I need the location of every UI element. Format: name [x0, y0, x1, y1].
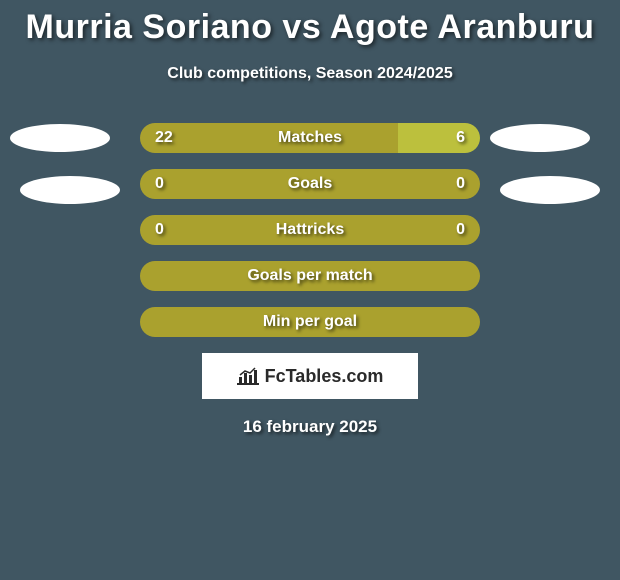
stats-container: Matches226Goals00Hattricks00Goals per ma… [0, 123, 620, 337]
stat-value-right: 0 [456, 215, 465, 245]
stat-value-left: 0 [155, 169, 164, 199]
stat-label: Goals [140, 169, 480, 199]
stat-bar: Goals per match [140, 261, 480, 291]
decorative-ellipse [500, 176, 600, 204]
stat-value-left: 0 [155, 215, 164, 245]
stat-bar: Goals [140, 169, 480, 199]
date-label: 16 february 2025 [0, 417, 620, 437]
decorative-ellipse [490, 124, 590, 152]
logo-box: FcTables.com [202, 353, 418, 399]
logo-text: FcTables.com [265, 366, 384, 387]
page-title: Murria Soriano vs Agote Aranburu [0, 0, 620, 47]
chart-icon [237, 367, 259, 385]
stat-label: Hattricks [140, 215, 480, 245]
stat-bar: Min per goal [140, 307, 480, 337]
stat-bar: Matches [140, 123, 480, 153]
subtitle: Club competitions, Season 2024/2025 [0, 65, 620, 83]
stat-label: Goals per match [140, 261, 480, 291]
stat-row: Min per goal [0, 307, 620, 337]
decorative-ellipse [10, 124, 110, 152]
stat-row: Goals per match [0, 261, 620, 291]
stat-value-left: 22 [155, 123, 173, 153]
decorative-ellipse [20, 176, 120, 204]
stat-label: Min per goal [140, 307, 480, 337]
stat-row: Hattricks0 0 [0, 215, 620, 245]
stat-label: Matches [140, 123, 480, 153]
stat-value-right: 0 [456, 169, 465, 199]
stat-value-right: 6 [456, 123, 465, 153]
stat-bar: Hattricks [140, 215, 480, 245]
